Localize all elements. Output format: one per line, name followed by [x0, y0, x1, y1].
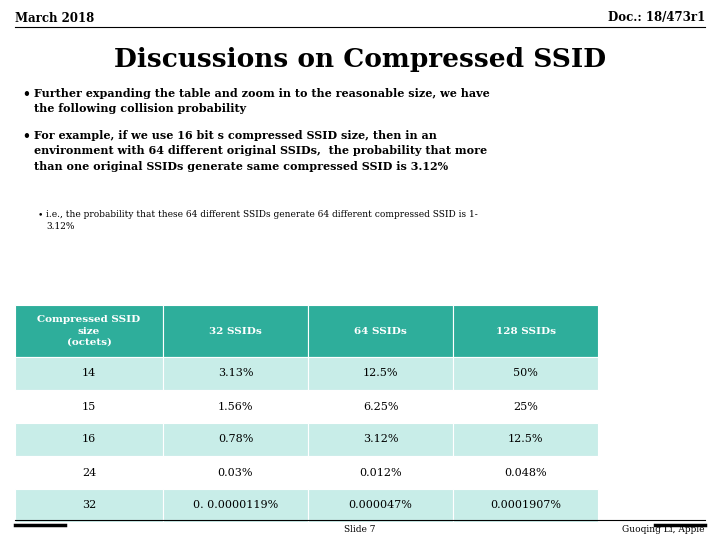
Text: 0.0001907%: 0.0001907% — [490, 501, 561, 510]
Text: 1.56%: 1.56% — [217, 402, 253, 411]
Text: 12.5%: 12.5% — [363, 368, 398, 379]
Bar — [15, 456, 163, 489]
Text: For example, if we use 16 bit s compressed SSID size, then in an
environment wit: For example, if we use 16 bit s compress… — [34, 130, 487, 172]
Text: 0.000047%: 0.000047% — [348, 501, 413, 510]
Text: Compressed SSID
size
(octets): Compressed SSID size (octets) — [37, 315, 140, 347]
Text: 3.12%: 3.12% — [363, 435, 398, 444]
Bar — [163, 305, 308, 357]
Bar — [15, 390, 163, 423]
Bar — [453, 390, 598, 423]
Bar — [163, 423, 308, 456]
Text: Doc.: 18/473r1: Doc.: 18/473r1 — [608, 11, 705, 24]
Bar — [453, 456, 598, 489]
Text: 12.5%: 12.5% — [508, 435, 544, 444]
Bar — [163, 489, 308, 522]
Text: 14: 14 — [82, 368, 96, 379]
Text: 128 SSIDs: 128 SSIDs — [495, 327, 556, 335]
Bar — [163, 357, 308, 390]
Bar — [15, 357, 163, 390]
Text: 32 SSIDs: 32 SSIDs — [209, 327, 262, 335]
Bar — [15, 489, 163, 522]
Bar — [308, 357, 453, 390]
Text: 0.03%: 0.03% — [217, 468, 253, 477]
Bar — [453, 423, 598, 456]
Bar — [453, 305, 598, 357]
Text: 64 SSIDs: 64 SSIDs — [354, 327, 407, 335]
Text: 0.78%: 0.78% — [218, 435, 253, 444]
Text: 6.25%: 6.25% — [363, 402, 398, 411]
Text: Further expanding the table and zoom in to the reasonable size, we have
the foll: Further expanding the table and zoom in … — [34, 88, 490, 114]
Text: Discussions on Compressed SSID: Discussions on Compressed SSID — [114, 48, 606, 72]
Text: 15: 15 — [82, 402, 96, 411]
Text: 32: 32 — [82, 501, 96, 510]
Bar — [163, 456, 308, 489]
Text: •: • — [38, 210, 43, 219]
Text: 24: 24 — [82, 468, 96, 477]
Text: 0.048%: 0.048% — [504, 468, 546, 477]
Text: 25%: 25% — [513, 402, 538, 411]
Text: 0.012%: 0.012% — [359, 468, 402, 477]
Bar — [453, 357, 598, 390]
Bar — [453, 489, 598, 522]
Text: 0. 0.0000119%: 0. 0.0000119% — [193, 501, 278, 510]
Text: 16: 16 — [82, 435, 96, 444]
Bar — [308, 305, 453, 357]
Bar — [308, 489, 453, 522]
Text: March 2018: March 2018 — [15, 11, 94, 24]
Bar — [308, 390, 453, 423]
Text: •: • — [22, 130, 30, 143]
Text: Guoqing Li, Apple: Guoqing Li, Apple — [623, 525, 705, 535]
Text: 3.13%: 3.13% — [217, 368, 253, 379]
Bar — [308, 456, 453, 489]
Text: •: • — [22, 88, 30, 101]
Bar — [163, 390, 308, 423]
Text: i.e., the probability that these 64 different SSIDs generate 64 different compre: i.e., the probability that these 64 diff… — [46, 210, 478, 231]
Text: 50%: 50% — [513, 368, 538, 379]
Text: Slide 7: Slide 7 — [344, 525, 376, 535]
Bar — [15, 305, 163, 357]
Bar — [308, 423, 453, 456]
Bar — [15, 423, 163, 456]
